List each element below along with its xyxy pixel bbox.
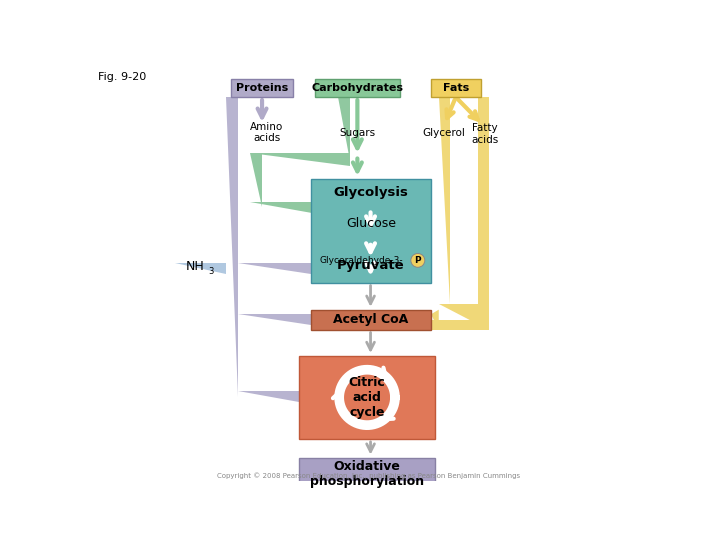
PathPatch shape: [431, 97, 489, 330]
Text: Fatty
acids: Fatty acids: [472, 123, 499, 145]
FancyBboxPatch shape: [231, 79, 293, 97]
PathPatch shape: [438, 97, 451, 303]
PathPatch shape: [311, 261, 323, 269]
Text: Proteins: Proteins: [236, 83, 288, 93]
FancyBboxPatch shape: [311, 179, 431, 283]
Text: 3: 3: [208, 267, 213, 275]
Text: Glycolysis: Glycolysis: [333, 186, 408, 199]
Text: Glucose: Glucose: [346, 217, 396, 230]
Text: Oxidative
phosphorylation: Oxidative phosphorylation: [310, 460, 424, 488]
Text: Glycerol: Glycerol: [423, 127, 466, 138]
Text: Acetyl CoA: Acetyl CoA: [333, 313, 408, 326]
PathPatch shape: [300, 389, 311, 397]
PathPatch shape: [338, 97, 350, 161]
FancyBboxPatch shape: [300, 356, 435, 439]
Text: P: P: [415, 256, 421, 265]
Text: Fig. 9-20: Fig. 9-20: [98, 72, 146, 83]
FancyBboxPatch shape: [431, 79, 482, 97]
Text: Copyright © 2008 Pearson Education, Inc., publishing as Pearson Benjamin Cumming: Copyright © 2008 Pearson Education, Inc.…: [217, 472, 521, 480]
PathPatch shape: [251, 202, 312, 213]
PathPatch shape: [311, 312, 323, 320]
PathPatch shape: [312, 200, 324, 207]
PathPatch shape: [431, 309, 438, 330]
Text: Amino
acids: Amino acids: [250, 122, 284, 143]
PathPatch shape: [175, 264, 225, 274]
PathPatch shape: [251, 153, 350, 166]
PathPatch shape: [238, 264, 311, 274]
FancyBboxPatch shape: [300, 457, 435, 490]
Text: Sugars: Sugars: [339, 127, 375, 138]
FancyBboxPatch shape: [315, 79, 400, 97]
Text: Pyruvate: Pyruvate: [337, 259, 405, 272]
Text: Fats: Fats: [443, 83, 469, 93]
PathPatch shape: [438, 303, 489, 330]
PathPatch shape: [238, 314, 311, 325]
Text: NH: NH: [186, 260, 204, 273]
PathPatch shape: [225, 97, 238, 397]
Text: Citric
acid
cycle: Citric acid cycle: [348, 376, 385, 419]
PathPatch shape: [238, 392, 300, 402]
FancyBboxPatch shape: [311, 309, 431, 330]
PathPatch shape: [163, 261, 175, 269]
Text: Glyceraldehyde-3-: Glyceraldehyde-3-: [320, 256, 403, 265]
PathPatch shape: [251, 153, 262, 207]
Text: Carbohydrates: Carbohydrates: [311, 83, 403, 93]
Circle shape: [411, 253, 425, 267]
